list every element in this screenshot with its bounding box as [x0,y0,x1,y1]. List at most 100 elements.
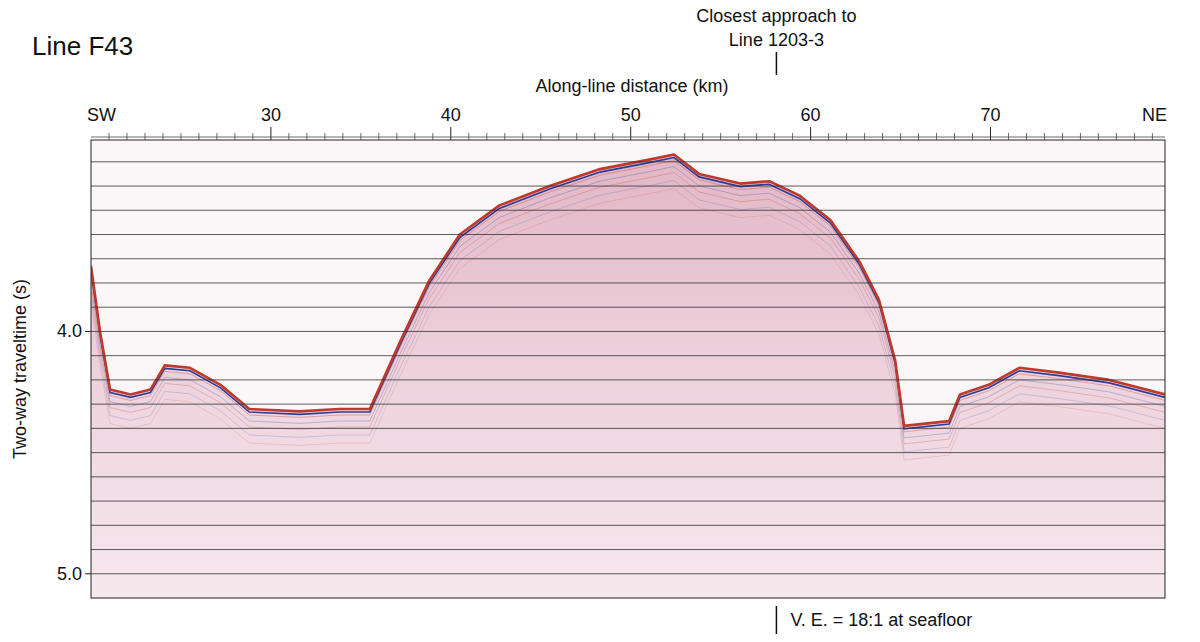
minor-tick [756,133,757,140]
minor-tick [324,133,325,140]
chart: 30 40 50 60 70 4.0 5.0 Line F43 SW NE Along-line d… [0,0,1200,642]
minor-tick [1080,133,1081,140]
y-tick [85,573,91,574]
minor-tick [720,133,721,140]
minor-tick [954,133,955,140]
marker-top [776,52,778,75]
minor-tick [468,133,469,140]
minor-tick [252,133,253,140]
minor-tick [1116,133,1117,140]
minor-tick [144,133,145,140]
y-tick-label: 5.0 [57,564,82,584]
minor-tick [378,133,379,140]
minor-tick [612,133,613,140]
grid-line [91,210,1165,211]
minor-tick [1008,133,1009,140]
minor-tick [666,133,667,140]
ne-label: NE [1142,105,1167,125]
grid-line [91,404,1165,405]
minor-tick [216,133,217,140]
minor-tick [1062,133,1063,140]
reflector-texture [91,167,1165,438]
seafloor-line [91,155,1165,426]
x-tick-label: 70 [980,105,1000,125]
minor-tick [1152,133,1153,140]
grid-line [91,234,1165,235]
minor-tick [882,133,883,140]
grid-line [91,186,1165,187]
minor-tick [162,133,163,140]
minor-tick [1134,133,1135,140]
minor-tick [576,133,577,140]
grid-line [91,307,1165,308]
minor-tick [594,133,595,140]
seafloor-blue [91,158,1165,429]
grid-line [91,161,1165,162]
minor-tick [774,133,775,140]
x-tick-label: 40 [441,105,461,125]
minor-tick [900,133,901,140]
grid-line [91,258,1165,259]
grid-line [91,379,1165,380]
subsurface-area [91,155,1165,599]
major-tick [990,127,991,140]
minor-tick [396,133,397,140]
minor-tick [1098,133,1099,140]
minor-tick [918,133,919,140]
minor-tick [306,133,307,140]
ve-note: V. E. = 18:1 at seafloor [790,610,972,630]
x-tick-label: 50 [621,105,641,125]
grid-line [91,549,1165,550]
y-axis-title: Two-way traveltime (s) [10,279,30,459]
grid-line [91,525,1165,526]
grid-line [91,501,1165,502]
x-tick-label: 60 [801,105,821,125]
minor-tick [108,133,109,140]
major-tick [810,127,811,140]
minor-tick [234,133,235,140]
minor-tick [972,133,973,140]
marker-label: Line 1203-3 [729,30,824,50]
grid-line [91,428,1165,429]
minor-tick [486,133,487,140]
minor-tick [360,133,361,140]
x-tick-label: 30 [261,105,281,125]
sw-label: SW [87,105,116,125]
grid-line [91,355,1165,356]
minor-tick [738,133,739,140]
major-tick [450,127,451,140]
minor-tick [504,133,505,140]
reflector-texture [91,161,1165,432]
plot-frame [91,140,1165,598]
reflector-texture [91,173,1165,444]
minor-tick [558,133,559,140]
minor-tick [432,133,433,140]
minor-tick [648,133,649,140]
top-axis [91,137,1165,138]
minor-tick [1044,133,1045,140]
minor-tick [792,133,793,140]
grid-line [91,452,1165,453]
minor-tick [288,133,289,140]
minor-tick [126,133,127,140]
minor-tick [864,133,865,140]
minor-tick [198,133,199,140]
minor-tick [180,133,181,140]
grid-line [91,476,1165,477]
minor-tick [1026,133,1027,140]
minor-tick [522,133,523,140]
marker-bottom [776,606,778,634]
minor-tick [828,133,829,140]
minor-tick [684,133,685,140]
minor-tick [846,133,847,140]
minor-tick [540,133,541,140]
minor-tick [342,133,343,140]
grid-line [91,331,1165,332]
minor-tick [702,133,703,140]
grid-line [91,573,1165,574]
title: Line F43 [32,31,133,61]
data-group [91,155,1165,599]
reflector-texture [91,189,1165,460]
x-axis-title: Along-line distance (km) [535,76,728,96]
y-tick-label: 4.0 [57,321,82,341]
